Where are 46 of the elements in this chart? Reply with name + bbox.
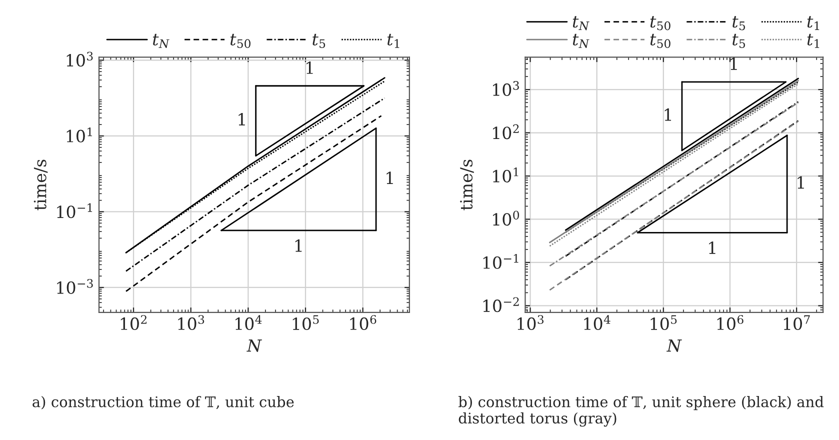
x-tick-label: 10$^{7}$ bbox=[784, 315, 810, 330]
x-tick-label: 10$^{5}$ bbox=[292, 315, 319, 330]
x-tick-label: 10$^{5}$ bbox=[650, 315, 677, 330]
x-tick-label: 10$^{3}$ bbox=[518, 315, 544, 330]
legend-label: t$_{1}$ bbox=[807, 34, 820, 48]
y-tick-label: 10$^{−1}$ bbox=[483, 254, 518, 269]
x-tick-label: 10$^{4}$ bbox=[584, 315, 610, 330]
y-tick-label: 10$^{−2}$ bbox=[483, 297, 519, 312]
annotation: 1 bbox=[664, 108, 672, 121]
legend-label: t$_{1}$ bbox=[387, 34, 400, 48]
y-tick-label: 10$^{0}$ bbox=[493, 210, 520, 226]
x-tick-label: 10$^{4}$ bbox=[236, 315, 262, 330]
y-axis-title: time/s bbox=[460, 160, 474, 210]
legend-label: t$_{50}$ bbox=[650, 16, 670, 30]
y-tick-label: 10$^{−3}$ bbox=[57, 278, 93, 294]
text: b) construction time of 𝕋, unit sphere (black) and distorted torus (gray) bbox=[458, 396, 824, 427]
y-tick-label: 10$^{1}$ bbox=[493, 168, 518, 182]
legend-label: t$_{5}$ bbox=[732, 16, 746, 30]
annotation: 1 bbox=[295, 239, 302, 252]
annotation: 1 bbox=[238, 113, 245, 126]
legend-label: t$_{1}$ bbox=[807, 16, 820, 30]
legend-label: t$_{50}$ bbox=[650, 34, 670, 48]
y-tick-label: 10$^{1}$ bbox=[66, 127, 92, 142]
annotation: 1 bbox=[709, 242, 716, 254]
x-tick-label: 10$^{6}$ bbox=[717, 315, 744, 330]
y-tick-label: 10$^{−1}$ bbox=[57, 203, 92, 218]
legend-label: t$_{50}$ bbox=[230, 34, 250, 48]
x-tick-label: 10$^{3}$ bbox=[178, 315, 204, 330]
x-tick-label: 10$^{6}$ bbox=[350, 315, 376, 330]
x-axis-title: N bbox=[246, 339, 262, 352]
legend-label: t$_{5}$ bbox=[312, 34, 326, 48]
annotation: 1 bbox=[730, 57, 737, 70]
y-axis-title: time/s bbox=[34, 160, 48, 210]
annotation: 1 bbox=[798, 176, 804, 189]
y-tick-label: 10$^{3}$ bbox=[493, 81, 519, 96]
annotation: 1 bbox=[386, 172, 393, 184]
y-tick-label: 10$^{3}$ bbox=[66, 52, 93, 67]
x-axis-title: N bbox=[666, 339, 682, 352]
x-tick-label: 10$^{2}$ bbox=[120, 315, 146, 330]
annotation: 1 bbox=[306, 61, 313, 74]
legend-label: t$_{5}$ bbox=[732, 34, 746, 48]
legend-label: t$_{N}$ bbox=[572, 16, 590, 30]
y-tick-label: 10$^{2}$ bbox=[493, 124, 519, 140]
legend-label: t$_{N}$ bbox=[572, 34, 590, 48]
text: a) construction time of 𝕋, unit cube bbox=[32, 396, 294, 410]
legend-label: t$_{N}$ bbox=[152, 34, 170, 48]
